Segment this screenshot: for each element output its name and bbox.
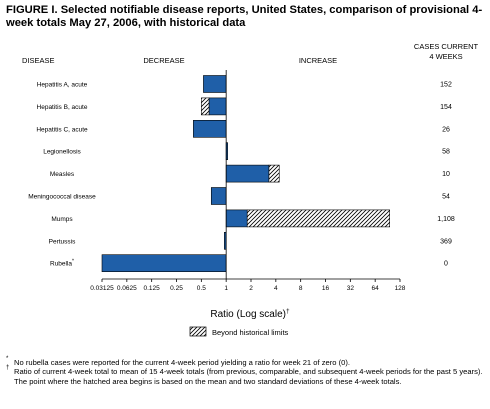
bar — [210, 187, 227, 205]
bar — [101, 254, 227, 272]
x-tick-label: 0.25 — [170, 285, 183, 292]
x-tick-label: 32 — [347, 285, 355, 292]
disease-label: Mumps — [51, 216, 73, 223]
x-tick-label: 8 — [299, 285, 303, 292]
bar-hatched — [246, 209, 390, 228]
disease-label: Measles — [50, 171, 75, 178]
cases-value: 54 — [442, 194, 450, 201]
legend-label: Beyond historical limits — [212, 328, 289, 337]
bar-solid — [225, 209, 248, 228]
disease-label-mark: * — [72, 259, 74, 265]
disease-label: Hepatitis B, acute — [37, 104, 88, 111]
footnote-rubella: * No rubella cases were reported for the … — [6, 356, 486, 367]
header-increase: INCREASE — [299, 56, 337, 65]
bar-hatched — [268, 164, 280, 183]
x-tick-label: 4 — [274, 285, 278, 292]
header-cases-line2: 4 WEEKS — [429, 52, 462, 61]
footnote-text: No rubella cases were reported for the c… — [14, 358, 350, 367]
header-decrease: DECREASE — [143, 56, 184, 65]
bar-solid — [225, 164, 270, 183]
x-axis-label: Ratio (Log scale)† — [210, 308, 290, 320]
x-tick-label: 0.5 — [197, 285, 206, 292]
cases-value: 152 — [440, 82, 452, 89]
x-tick-label: 0.03125 — [90, 285, 114, 292]
x-tick-label: 16 — [322, 285, 330, 292]
header-disease: DISEASE — [22, 56, 55, 65]
bar-hatched — [201, 97, 210, 116]
disease-label: Pertussis — [49, 238, 76, 245]
footnote-mark: * — [6, 356, 9, 362]
footnote-ratio: † Ratio of current 4-week total to mean o… — [6, 365, 486, 386]
cases-value: 369 — [440, 238, 452, 245]
cases-value: 58 — [442, 149, 450, 156]
x-axis-label-mark: † — [286, 308, 290, 315]
header-cases-line1: CASES CURRENT — [414, 42, 479, 51]
x-tick-label: 0.125 — [144, 285, 161, 292]
disease-label: Hepatitis C, acute — [36, 126, 88, 133]
footnote-text: Ratio of current 4-week total to mean of… — [14, 367, 483, 386]
x-tick-label: 0.0625 — [117, 285, 137, 292]
cases-value: 26 — [442, 126, 450, 133]
bar-solid — [208, 97, 227, 116]
legend-hatch-swatch — [189, 326, 207, 337]
cases-value: 1,108 — [437, 216, 455, 223]
cases-value: 154 — [440, 104, 452, 111]
footnote-mark: † — [6, 365, 10, 372]
disease-label: Hepatitis A, acute — [37, 82, 88, 89]
cases-value: 0 — [444, 261, 448, 268]
x-tick-label: 2 — [249, 285, 253, 292]
figure-title: FIGURE I. Selected notifiable disease re… — [6, 4, 483, 29]
disease-label: Rubella* — [50, 259, 74, 268]
x-tick-label: 128 — [395, 285, 406, 292]
plot-area: 0.03125 0.0625 0.125 0.25 0.5 1 2 4 8 16 32 64 128 He… — [28, 70, 455, 292]
bar — [203, 75, 227, 93]
disease-label: Meningococcal disease — [28, 194, 96, 201]
disease-label: Legionellosis — [43, 149, 81, 156]
bar — [193, 120, 227, 138]
x-tick-label: 1 — [224, 285, 228, 292]
ratio-bar-chart: DISEASE DECREASE INCREASE CASES CURRENT … — [22, 42, 479, 337]
cases-value: 10 — [442, 171, 450, 178]
footnotes: * No rubella cases were reported for the … — [6, 356, 486, 386]
x-tick-label: 64 — [372, 285, 380, 292]
